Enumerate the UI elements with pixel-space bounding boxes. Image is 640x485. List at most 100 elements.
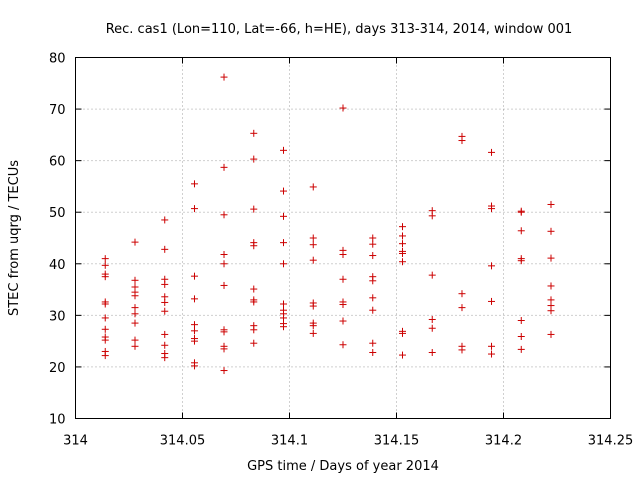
- data-point-plus: [220, 251, 228, 259]
- data-point-plus: [488, 342, 496, 350]
- data-point-plus: [517, 317, 525, 325]
- data-point-plus: [131, 342, 139, 350]
- y-tick-label: 40: [49, 258, 66, 273]
- data-point-plus: [369, 252, 377, 260]
- data-point-plus: [190, 295, 198, 303]
- data-point-plus: [369, 273, 377, 281]
- data-point-plus: [161, 293, 169, 301]
- data-point-plus: [280, 260, 288, 268]
- y-tick-label: 10: [49, 413, 66, 428]
- data-point-plus: [101, 333, 109, 341]
- data-point-plus: [161, 341, 169, 349]
- data-point-plus: [131, 283, 139, 291]
- data-point-plus: [458, 290, 466, 298]
- data-point-plus: [220, 281, 228, 289]
- data-point-plus: [131, 304, 139, 312]
- data-point-plus: [488, 148, 496, 156]
- data-point-plus: [398, 232, 406, 240]
- data-point-plus: [309, 241, 317, 249]
- data-point-plus: [547, 227, 555, 235]
- data-point-plus: [398, 240, 406, 248]
- data-point-plus: [309, 319, 317, 327]
- data-point-plus: [190, 335, 198, 343]
- data-point-plus: [220, 211, 228, 219]
- data-point-plus: [161, 275, 169, 283]
- y-tick-label: 50: [49, 206, 66, 221]
- data-point-plus: [250, 285, 258, 293]
- data-point-plus: [250, 322, 258, 330]
- data-point-plus: [131, 276, 139, 284]
- data-point-plus: [280, 187, 288, 195]
- data-point-plus: [190, 327, 198, 335]
- data-point-plus: [101, 325, 109, 333]
- data-point-plus: [488, 297, 496, 305]
- data-point-plus: [547, 282, 555, 290]
- data-point-plus: [131, 238, 139, 246]
- data-point-plus: [369, 348, 377, 356]
- data-point-plus: [458, 132, 466, 140]
- data-point-plus: [309, 329, 317, 337]
- data-point-plus: [517, 345, 525, 353]
- data-point-plus: [547, 254, 555, 262]
- x-tick-label: 314.1: [271, 434, 308, 449]
- data-point-plus: [220, 73, 228, 81]
- data-point-plus: [309, 183, 317, 191]
- axis-ticks: 314 314.05 314.1 314.15 314.2 314.25 10 20 30 40 5…: [49, 52, 633, 449]
- x-tick-label: 314.05: [160, 434, 206, 449]
- chart-title: Rec. cas1 (Lon=110, Lat=-66, h=HE), days…: [106, 22, 573, 37]
- data-point-plus: [131, 310, 139, 318]
- data-point-plus: [458, 304, 466, 312]
- data-point-plus: [190, 180, 198, 188]
- plot-frame: [75, 57, 611, 419]
- data-point-plus: [369, 240, 377, 248]
- y-axis-label: STEC from uqrg / TECUs: [7, 160, 22, 316]
- data-point-plus: [280, 306, 288, 314]
- data-point-plus: [250, 296, 258, 304]
- x-tick-label: 314.25: [588, 434, 634, 449]
- data-point-plus: [398, 247, 406, 255]
- data-point-plus: [339, 298, 347, 306]
- grid-lines: [75, 57, 611, 419]
- data-point-plus: [339, 246, 347, 254]
- data-point-plus: [101, 347, 109, 355]
- data-point-plus: [547, 330, 555, 338]
- data-point-plus: [309, 256, 317, 264]
- data-point-plus: [547, 296, 555, 304]
- data-point-plus: [131, 319, 139, 327]
- data-point-plus: [280, 212, 288, 220]
- x-axis-label: GPS time / Days of year 2014: [247, 459, 439, 474]
- data-point-plus: [369, 294, 377, 302]
- data-point-plus: [398, 223, 406, 231]
- x-tick-label: 314.15: [374, 434, 420, 449]
- data-point-plus: [517, 333, 525, 341]
- data-point-plus: [250, 239, 258, 247]
- data-point-plus: [280, 239, 288, 247]
- data-point-plus: [220, 260, 228, 268]
- data-point-plus: [547, 200, 555, 208]
- data-point-plus: [190, 359, 198, 367]
- data-point-plus: [220, 367, 228, 375]
- data-point-plus: [339, 104, 347, 112]
- data-point-plus: [309, 299, 317, 307]
- data-points: [101, 73, 555, 375]
- data-point-plus: [250, 155, 258, 163]
- data-point-plus: [250, 129, 258, 137]
- data-point-plus: [250, 205, 258, 213]
- data-point-plus: [428, 324, 436, 332]
- data-point-plus: [339, 341, 347, 349]
- data-point-plus: [101, 298, 109, 306]
- data-point-plus: [161, 330, 169, 338]
- data-point-plus: [428, 315, 436, 323]
- data-point-plus: [280, 300, 288, 308]
- data-point-plus: [220, 326, 228, 334]
- y-tick-label: 20: [49, 361, 66, 376]
- data-point-plus: [220, 163, 228, 171]
- data-point-plus: [428, 348, 436, 356]
- data-point-plus: [339, 317, 347, 325]
- data-point-plus: [398, 327, 406, 335]
- data-point-plus: [131, 336, 139, 344]
- data-point-plus: [339, 275, 347, 283]
- data-point-plus: [488, 262, 496, 270]
- data-point-plus: [369, 306, 377, 314]
